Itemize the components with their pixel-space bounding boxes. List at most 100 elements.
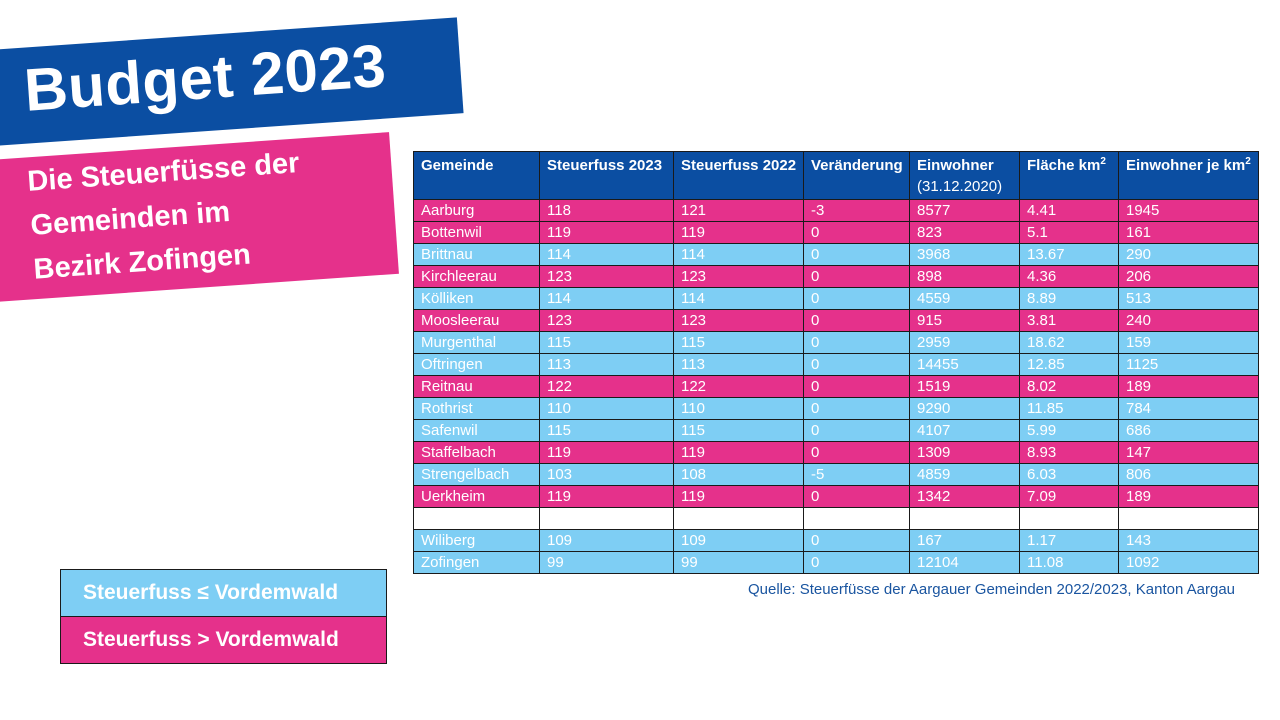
cell-flaeche: 5.99	[1019, 419, 1119, 442]
cell-einwohner-je-km: 290	[1118, 243, 1259, 266]
cell-gemeinde: Murgenthal	[413, 331, 540, 354]
cell-steuerfuss-2023: 113	[539, 353, 674, 376]
col-header-gemeinde: Gemeinde	[413, 151, 540, 200]
tax-rate-table: Gemeinde Steuerfuss 2023 Steuerfuss 2022…	[413, 151, 1259, 574]
cell-einwohner-je-km: 240	[1118, 309, 1259, 332]
cell-gemeinde: Moosleerau	[413, 309, 540, 332]
cell-steuerfuss-2022: 110	[673, 397, 804, 420]
cell-einwohner: 1992	[909, 507, 1020, 530]
cell-einwohner-je-km: 189	[1118, 485, 1259, 508]
cell-einwohner-je-km: 189	[1118, 375, 1259, 398]
cell-flaeche: 13.67	[1019, 243, 1119, 266]
cell-steuerfuss-2022: 113	[673, 353, 804, 376]
cell-gemeinde: Strengelbach	[413, 463, 540, 486]
cell-steuerfuss-2023: 115	[539, 419, 674, 442]
cell-gemeinde: Aarburg	[413, 199, 540, 222]
cell-steuerfuss-2023: 119	[539, 485, 674, 508]
cell-flaeche: 6.03	[1019, 463, 1119, 486]
cell-einwohner: 8577	[909, 199, 1020, 222]
table-row: Vordemwald 117 113 4 1992 10.14 196	[413, 507, 1259, 530]
cell-flaeche: 10.14	[1019, 507, 1119, 530]
cell-einwohner-je-km: 1125	[1118, 353, 1259, 376]
cell-gemeinde: Safenwil	[413, 419, 540, 442]
cell-einwohner: 3968	[909, 243, 1020, 266]
cell-flaeche: 5.1	[1019, 221, 1119, 244]
cell-steuerfuss-2023: 115	[539, 331, 674, 354]
cell-einwohner-je-km: 686	[1118, 419, 1259, 442]
cell-steuerfuss-2023: 123	[539, 265, 674, 288]
cell-einwohner-je-km: 206	[1118, 265, 1259, 288]
cell-flaeche: 7.09	[1019, 485, 1119, 508]
col-header-steuerfuss-2022: Steuerfuss 2022	[673, 151, 804, 200]
cell-veraenderung: 4	[803, 507, 910, 530]
cell-einwohner: 1342	[909, 485, 1020, 508]
col-header-flaeche-label: Fläche km	[1027, 157, 1101, 174]
cell-veraenderung: -3	[803, 199, 910, 222]
superscript-2: 2	[1100, 156, 1106, 167]
cell-einwohner-je-km: 159	[1118, 331, 1259, 354]
cell-veraenderung: 0	[803, 287, 910, 310]
cell-steuerfuss-2022: 123	[673, 309, 804, 332]
cell-gemeinde: Kölliken	[413, 287, 540, 310]
cell-steuerfuss-2023: 99	[539, 551, 674, 574]
cell-steuerfuss-2022: 113	[673, 507, 804, 530]
cell-einwohner-je-km: 1945	[1118, 199, 1259, 222]
cell-einwohner-je-km: 143	[1118, 529, 1259, 552]
cell-steuerfuss-2022: 99	[673, 551, 804, 574]
cell-steuerfuss-2023: 119	[539, 221, 674, 244]
table-row: Moosleerau 123 123 0 915 3.81 240	[413, 309, 1259, 332]
cell-einwohner: 4559	[909, 287, 1020, 310]
table-row: Strengelbach 103 108 -5 4859 6.03 806	[413, 463, 1259, 486]
cell-veraenderung: 0	[803, 353, 910, 376]
cell-steuerfuss-2023: 114	[539, 287, 674, 310]
table-row: Reitnau 122 122 0 1519 8.02 189	[413, 375, 1259, 398]
cell-einwohner: 898	[909, 265, 1020, 288]
cell-flaeche: 18.62	[1019, 331, 1119, 354]
table-row: Kirchleerau 123 123 0 898 4.36 206	[413, 265, 1259, 288]
col-header-einwohner-je-km-label: Einwohner je km	[1126, 157, 1246, 174]
cell-veraenderung: 0	[803, 419, 910, 442]
cell-steuerfuss-2023: 123	[539, 309, 674, 332]
cell-steuerfuss-2022: 122	[673, 375, 804, 398]
col-header-einwohner-je-km: Einwohner je km2	[1118, 151, 1259, 200]
col-header-einwohner-label: Einwohner	[917, 157, 994, 174]
cell-steuerfuss-2022: 108	[673, 463, 804, 486]
cell-steuerfuss-2023: 103	[539, 463, 674, 486]
cell-steuerfuss-2023: 122	[539, 375, 674, 398]
cell-flaeche: 8.02	[1019, 375, 1119, 398]
cell-gemeinde: Bottenwil	[413, 221, 540, 244]
cell-einwohner-je-km: 784	[1118, 397, 1259, 420]
cell-steuerfuss-2022: 123	[673, 265, 804, 288]
cell-steuerfuss-2022: 115	[673, 331, 804, 354]
table-header-row: Gemeinde Steuerfuss 2023 Steuerfuss 2022…	[413, 151, 1259, 200]
cell-flaeche: 3.81	[1019, 309, 1119, 332]
cell-gemeinde: Oftringen	[413, 353, 540, 376]
cell-veraenderung: 0	[803, 529, 910, 552]
cell-gemeinde: Staffelbach	[413, 441, 540, 464]
cell-steuerfuss-2023: 119	[539, 441, 674, 464]
table-row: Uerkheim 119 119 0 1342 7.09 189	[413, 485, 1259, 508]
cell-einwohner-je-km: 161	[1118, 221, 1259, 244]
cell-veraenderung: 0	[803, 375, 910, 398]
table-row: Safenwil 115 115 0 4107 5.99 686	[413, 419, 1259, 442]
cell-gemeinde: Uerkheim	[413, 485, 540, 508]
cell-veraenderung: 0	[803, 331, 910, 354]
legend-item-lower-equal: Steuerfuss ≤ Vordemwald	[61, 570, 386, 617]
cell-veraenderung: 0	[803, 243, 910, 266]
cell-gemeinde: Zofingen	[413, 551, 540, 574]
cell-einwohner-je-km: 1092	[1118, 551, 1259, 574]
cell-veraenderung: 0	[803, 309, 910, 332]
cell-veraenderung: -5	[803, 463, 910, 486]
cell-steuerfuss-2022: 119	[673, 221, 804, 244]
cell-steuerfuss-2023: 110	[539, 397, 674, 420]
cell-gemeinde: Rothrist	[413, 397, 540, 420]
cell-steuerfuss-2023: 118	[539, 199, 674, 222]
col-header-einwohner-date: (31.12.2020)	[917, 178, 1003, 195]
cell-flaeche: 4.36	[1019, 265, 1119, 288]
table-row: Aarburg 118 121 -3 8577 4.41 1945	[413, 199, 1259, 222]
cell-einwohner: 4107	[909, 419, 1020, 442]
cell-veraenderung: 0	[803, 485, 910, 508]
cell-flaeche: 11.08	[1019, 551, 1119, 574]
source-note: Quelle: Steuerfüsse der Aargauer Gemeind…	[748, 581, 1236, 598]
table-row: Murgenthal 115 115 0 2959 18.62 159	[413, 331, 1259, 354]
